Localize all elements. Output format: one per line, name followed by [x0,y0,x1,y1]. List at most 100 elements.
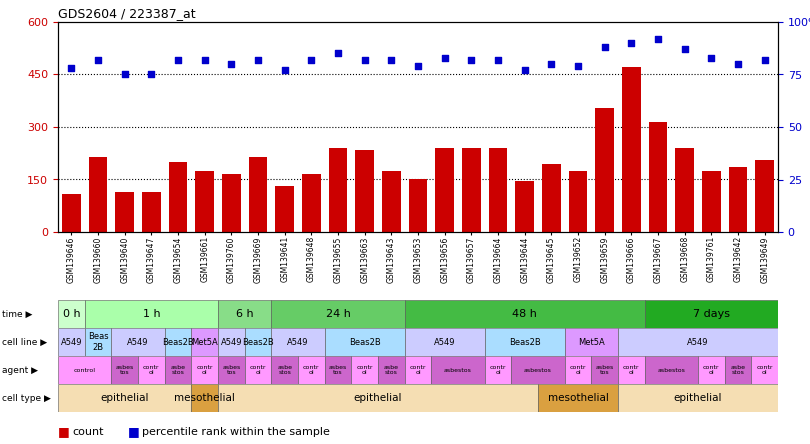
Bar [542,164,561,232]
Point [625,40,637,47]
Point [198,56,211,63]
Bar [569,171,587,232]
Bar [271,328,325,356]
Text: epithelial: epithelial [674,393,723,403]
Bar [515,181,534,232]
Text: contr
ol: contr ol [623,365,640,375]
Bar [115,192,134,232]
Point [678,46,691,53]
Bar [168,162,187,232]
Text: 6 h: 6 h [236,309,254,319]
Text: asbe
stos: asbe stos [277,365,292,375]
Bar [218,384,538,412]
Text: contr
ol: contr ol [757,365,773,375]
Text: count: count [72,427,104,437]
Bar [218,356,245,384]
Text: Beas
2B: Beas 2B [87,332,109,352]
Text: asbes
tos: asbes tos [222,365,241,375]
Bar [645,356,698,384]
Bar [645,300,778,328]
Bar [729,167,748,232]
Bar [88,157,108,232]
Point [92,56,104,63]
Point [172,56,185,63]
Text: contr
ol: contr ol [490,365,506,375]
Bar [462,148,480,232]
Text: epithelial: epithelial [354,393,403,403]
Bar [488,148,507,232]
Text: Beas2B: Beas2B [509,337,540,346]
Bar [85,328,111,356]
Bar [218,300,271,328]
Bar [649,122,667,232]
Bar [62,194,81,232]
Point [145,71,158,78]
Bar [511,356,565,384]
Point [278,67,291,74]
Text: 48 h: 48 h [512,309,537,319]
Bar [409,179,428,232]
Bar [138,356,164,384]
Text: contr
ol: contr ol [703,365,719,375]
Text: mesothelial: mesothelial [548,393,608,403]
Point [465,56,478,63]
Text: asbestos: asbestos [524,368,552,373]
Point [651,35,664,42]
Text: A549: A549 [61,337,82,346]
Text: agent ▶: agent ▶ [2,365,38,374]
Text: contr
ol: contr ol [410,365,426,375]
Bar [329,148,347,232]
Point [758,56,771,63]
Bar [191,384,218,412]
Bar [352,356,378,384]
Bar [484,356,511,384]
Text: contr
ol: contr ol [143,365,160,375]
Bar [618,384,778,412]
Point [411,63,424,70]
Point [572,63,585,70]
Bar [58,328,85,356]
Bar [325,328,405,356]
Bar [245,328,271,356]
Point [705,54,718,61]
Text: contr
ol: contr ol [356,365,373,375]
Bar [298,356,325,384]
Bar [405,328,484,356]
Point [385,56,398,63]
Text: asbe
stos: asbe stos [170,365,185,375]
Bar [591,356,618,384]
Bar [676,148,694,232]
Text: A549: A549 [288,337,309,346]
Text: contr
ol: contr ol [196,365,213,375]
Text: epithelial: epithelial [100,393,149,403]
Bar [222,174,241,232]
Text: A549: A549 [687,337,709,346]
Bar [756,160,774,232]
Text: Met5A: Met5A [578,337,605,346]
Bar [271,300,405,328]
Text: asbes
tos: asbes tos [595,365,614,375]
Bar [698,356,725,384]
Bar [565,356,591,384]
Point [118,71,131,78]
Point [305,56,318,63]
Text: control: control [74,368,96,373]
Bar [622,67,641,232]
Bar [302,174,321,232]
Point [252,56,265,63]
Point [358,56,371,63]
Point [599,44,612,51]
Text: asbe
stos: asbe stos [731,365,745,375]
Bar [191,328,218,356]
Text: A549: A549 [434,337,455,346]
Text: mesothelial: mesothelial [174,393,235,403]
Text: 24 h: 24 h [326,309,351,319]
Point [518,67,531,74]
Text: 0 h: 0 h [62,309,80,319]
Bar [435,148,454,232]
Text: asbes
tos: asbes tos [116,365,134,375]
Bar [245,356,271,384]
Bar [725,356,752,384]
Bar [58,356,111,384]
Bar [405,300,645,328]
